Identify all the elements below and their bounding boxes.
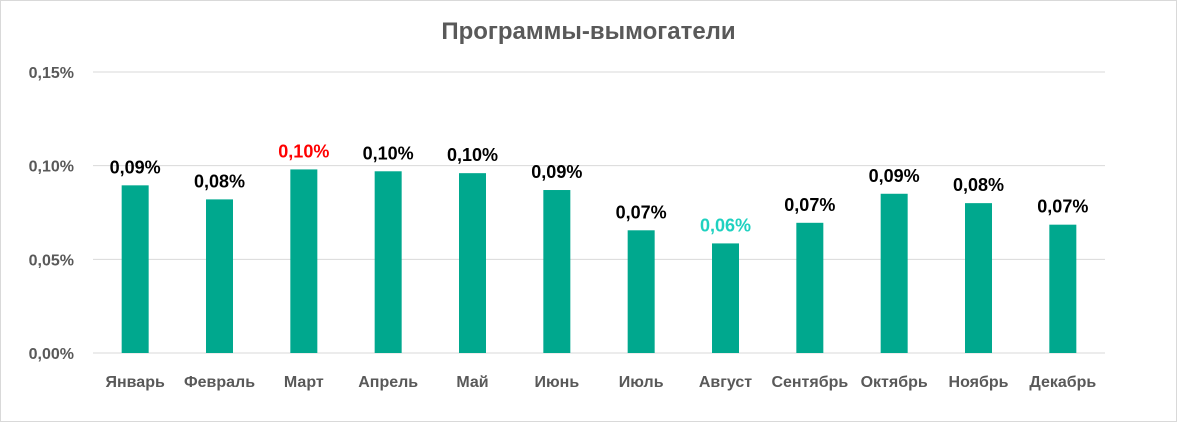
x-category-label: Январь bbox=[106, 374, 165, 391]
data-label: 0,10% bbox=[278, 141, 329, 161]
bar bbox=[543, 190, 571, 353]
data-label: 0,08% bbox=[953, 175, 1004, 195]
data-label: 0,10% bbox=[363, 143, 414, 163]
x-category-label: Февраль bbox=[184, 374, 255, 391]
y-axis-ticks: 0,00% 0,05% 0,10% 0,15% bbox=[29, 65, 74, 363]
data-label: 0,06% bbox=[700, 215, 751, 235]
x-category-label: Декабрь bbox=[1029, 374, 1096, 391]
x-category-label: Ноябрь bbox=[949, 374, 1009, 391]
data-label: 0,09% bbox=[110, 157, 161, 177]
x-category-label: Июнь bbox=[534, 374, 579, 391]
bar bbox=[290, 169, 318, 353]
bar bbox=[965, 203, 992, 353]
x-category-label: Май bbox=[456, 374, 488, 391]
x-category-label: Октябрь bbox=[861, 374, 928, 391]
chart-title: Программы-вымогатели bbox=[441, 18, 736, 45]
bar bbox=[206, 199, 233, 353]
x-category-label: Июль bbox=[619, 374, 664, 391]
y-tick-label: 0,10% bbox=[29, 159, 74, 176]
data-label: 0,09% bbox=[869, 166, 920, 186]
bar bbox=[796, 222, 824, 353]
x-category-label: Сентябрь bbox=[771, 374, 848, 391]
bar bbox=[712, 243, 739, 353]
data-label: 0,07% bbox=[1037, 197, 1088, 217]
y-tick-label: 0,05% bbox=[29, 252, 74, 269]
bar bbox=[880, 193, 908, 353]
y-tick-label: 0,15% bbox=[29, 65, 74, 82]
bar bbox=[459, 173, 486, 353]
x-category-label: Апрель bbox=[358, 374, 418, 391]
x-axis-categories: Январь Февраль Март Апрель Май Июнь Июль Август… bbox=[106, 374, 1097, 391]
bar bbox=[627, 230, 655, 353]
data-label: 0,07% bbox=[616, 202, 667, 222]
data-labels: 0,09% 0,08% 0,10% 0,10% 0,10% 0,09% 0,07% 0,06%… bbox=[110, 141, 1089, 235]
bar bbox=[121, 185, 149, 353]
bars bbox=[121, 169, 1077, 353]
y-tick-label: 0,00% bbox=[29, 346, 74, 363]
data-label: 0,09% bbox=[531, 162, 582, 182]
bar bbox=[374, 171, 402, 353]
data-label: 0,10% bbox=[447, 145, 498, 165]
data-label: 0,07% bbox=[784, 195, 835, 215]
x-category-label: Март bbox=[284, 374, 324, 391]
data-label: 0,08% bbox=[194, 171, 245, 191]
x-category-label: Август bbox=[699, 374, 752, 391]
gridlines bbox=[93, 71, 1105, 354]
bar bbox=[1049, 224, 1077, 353]
